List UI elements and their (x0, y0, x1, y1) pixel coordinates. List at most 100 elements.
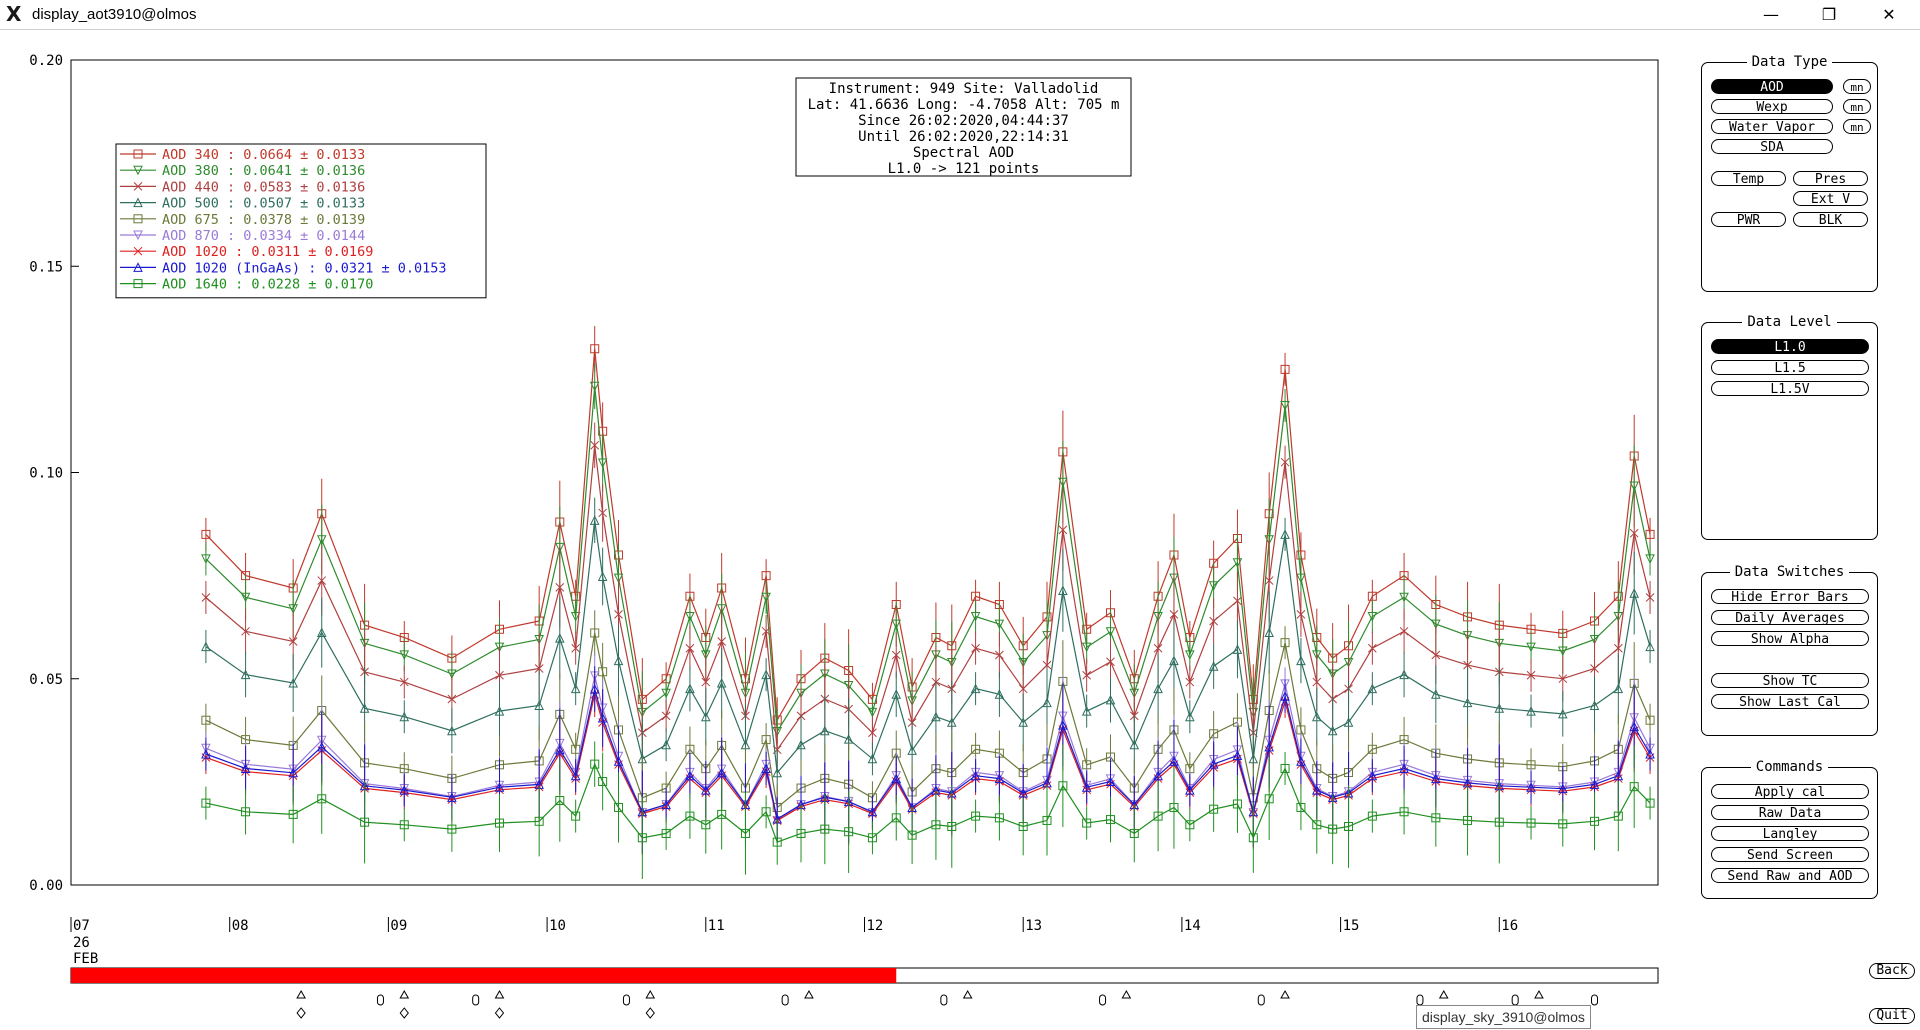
send-raw-and-aod-button[interactable]: Send Raw and AOD (1711, 868, 1869, 883)
data-point (1367, 683, 1378, 694)
langley-button[interactable]: Langley (1711, 826, 1869, 841)
data-point (970, 770, 981, 781)
data-point (201, 748, 211, 759)
data-point (1312, 820, 1322, 830)
level-l15v-button[interactable]: L1.5V (1711, 381, 1869, 396)
data-point (761, 571, 771, 581)
data-point (399, 650, 410, 660)
y-tick-label: 0.20 (29, 53, 63, 69)
back-button[interactable]: Back (1869, 963, 1915, 979)
progress-fill (71, 968, 897, 983)
data-point (1018, 684, 1028, 694)
data-type-panel: Data Type AOD mn Wexp mn Water Vapor mn … (1701, 54, 1878, 292)
series-line (205, 445, 1651, 752)
daily-averages-button[interactable]: Daily Averages (1711, 610, 1869, 625)
data-point (1343, 717, 1354, 727)
data-point (1526, 642, 1536, 653)
data-point (447, 669, 457, 680)
pres-button[interactable]: Pres (1793, 171, 1868, 186)
data-point (317, 794, 327, 804)
legend-entry: AOD 500 : 0.0507 ± 0.0133 (162, 196, 365, 212)
data-point (700, 711, 711, 722)
water-vapor-mn-button[interactable]: mn (1843, 119, 1871, 134)
data-point (241, 626, 250, 636)
show-tc-button[interactable]: Show TC (1711, 673, 1869, 688)
data-point (700, 650, 711, 660)
data-point (1589, 779, 1600, 789)
data-point (1399, 807, 1409, 817)
data-point (1264, 741, 1274, 752)
aod-button[interactable]: AOD (1711, 79, 1833, 94)
apply-cal-button[interactable]: Apply cal (1711, 784, 1869, 799)
data-point (1208, 661, 1219, 671)
data-point (1645, 641, 1655, 652)
data-point (613, 655, 624, 666)
water-vapor-button[interactable]: Water Vapor (1711, 119, 1833, 134)
send-screen-button[interactable]: Send Screen (1711, 847, 1869, 862)
data-point (1264, 627, 1274, 638)
data-point (685, 770, 695, 781)
data-point (447, 824, 457, 834)
series-line (205, 348, 1651, 722)
y-tick-label: 0.05 (29, 672, 63, 688)
show-last-cal-button[interactable]: Show Last Cal (1711, 694, 1869, 709)
blk-button[interactable]: BLK (1793, 212, 1868, 227)
sda-button[interactable]: SDA (1711, 139, 1833, 154)
data-point (534, 700, 544, 710)
wexp-button[interactable]: Wexp (1711, 99, 1833, 114)
data-point (1526, 818, 1536, 828)
hide-error-bars-button[interactable]: Hide Error Bars (1711, 589, 1869, 604)
close-button[interactable]: ✕ (1882, 5, 1896, 24)
data-point (589, 515, 600, 525)
measurement-oval (622, 994, 630, 1006)
x-date-label: FEB (73, 951, 98, 967)
aod-mn-button[interactable]: mn (1843, 79, 1871, 94)
data-point (1280, 364, 1290, 374)
data-point (1248, 833, 1258, 843)
data-point (201, 593, 211, 602)
legend-entry: AOD 1020 : 0.0311 ± 0.0169 (162, 244, 373, 260)
minimize-button[interactable]: — (1763, 5, 1779, 24)
data-point (1018, 822, 1028, 832)
data-point (637, 833, 647, 843)
data-point (614, 802, 624, 812)
data-point (1082, 670, 1092, 680)
data-point (891, 689, 902, 699)
data-point (399, 820, 409, 830)
data-point (598, 508, 607, 518)
legend-marker (133, 246, 143, 256)
series-line (205, 386, 1651, 734)
data-point (796, 739, 806, 750)
level-l10-button[interactable]: L1.0 (1711, 339, 1869, 354)
data-point (971, 744, 981, 754)
data-point (1082, 818, 1092, 828)
ext-v-button[interactable]: Ext V (1793, 191, 1868, 206)
data-point (1018, 657, 1029, 668)
raw-data-button[interactable]: Raw Data (1711, 805, 1869, 820)
show-alpha-button[interactable]: Show Alpha (1711, 631, 1869, 646)
measurement-triangle (804, 989, 814, 999)
data-point (1431, 619, 1441, 630)
data-point (1629, 721, 1639, 732)
data-point (661, 688, 671, 699)
temp-button[interactable]: Temp (1711, 171, 1786, 186)
info-box-line: Instrument: 949 Site: Valladolid (829, 81, 1099, 97)
data-point (661, 828, 671, 838)
data-point (1613, 811, 1623, 821)
legend-marker (133, 165, 143, 176)
measurement-triangle (494, 989, 505, 999)
data-point (1153, 683, 1163, 694)
level-l15-button[interactable]: L1.5 (1711, 360, 1869, 375)
data-point (891, 619, 902, 630)
measurement-diamond (645, 1007, 655, 1019)
data-point (1042, 815, 1052, 825)
wexp-mn-button[interactable]: mn (1843, 99, 1871, 114)
legend-entry: AOD 440 : 0.0583 ± 0.0136 (162, 179, 365, 195)
data-point (946, 717, 957, 727)
restore-button[interactable]: ❐ (1821, 5, 1837, 24)
data-point (716, 767, 727, 778)
data-point (1264, 794, 1274, 804)
quit-button[interactable]: Quit (1869, 1008, 1915, 1024)
pwr-button[interactable]: PWR (1711, 212, 1786, 227)
data-point (1280, 691, 1290, 701)
